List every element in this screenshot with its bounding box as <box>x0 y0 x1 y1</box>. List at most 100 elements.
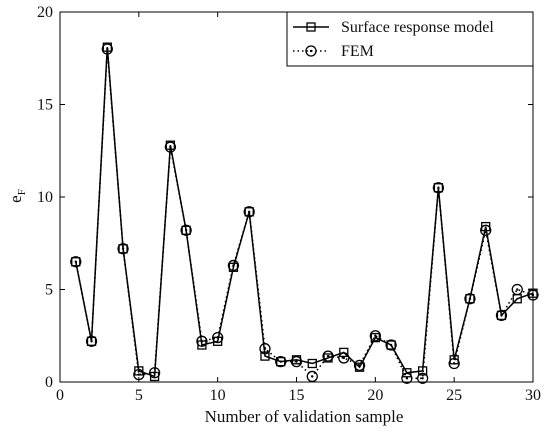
circle-marker-center <box>421 377 424 380</box>
circle-marker <box>85 335 98 347</box>
series-1-line <box>75 47 534 378</box>
legend-item: FEM <box>293 43 374 60</box>
square-marker <box>307 358 317 369</box>
circle-marker <box>164 141 177 153</box>
x-axis-label: Number of validation sample <box>205 407 404 426</box>
x-tick-label: 10 <box>210 387 226 404</box>
circle-marker <box>243 206 255 218</box>
square-marker <box>386 340 396 350</box>
circle-marker-center <box>326 354 330 358</box>
circle-marker-center <box>484 229 487 232</box>
circle-marker <box>133 368 145 381</box>
circle-marker-center <box>311 375 314 378</box>
circle-marker <box>416 372 429 384</box>
square-marker <box>339 347 349 358</box>
circle-marker-center <box>452 362 456 365</box>
y-tick-label: 0 <box>45 374 53 391</box>
circle-marker <box>275 355 287 368</box>
circle-marker <box>401 372 413 384</box>
legend-circle-marker <box>305 45 317 57</box>
legend-circle-marker-center <box>309 49 313 53</box>
x-tick-label: 5 <box>135 387 143 404</box>
square-marker <box>71 257 81 267</box>
circle-marker <box>369 330 381 342</box>
circle-marker-center <box>200 340 204 343</box>
legend-item: Surface response model <box>293 19 494 36</box>
circle-marker-center <box>121 247 125 250</box>
circle-marker-center <box>106 47 109 51</box>
circle-marker-center <box>531 293 535 297</box>
square-marker <box>402 368 412 378</box>
square-marker <box>244 207 254 217</box>
square-marker <box>260 351 270 361</box>
circle-marker-center <box>437 186 440 189</box>
circle-marker <box>117 243 129 255</box>
circle-marker <box>227 259 240 272</box>
square-marker <box>276 356 286 367</box>
circle-marker-center <box>153 371 156 374</box>
circle-marker-center <box>74 260 77 263</box>
circle-marker <box>338 352 350 364</box>
legend-square-marker <box>306 22 316 32</box>
circle-marker <box>259 343 271 355</box>
y-tick-label: 10 <box>37 189 53 206</box>
circle-marker-center <box>295 360 298 363</box>
circle-marker <box>511 283 523 296</box>
circle-marker-center <box>468 297 472 300</box>
y-tick-label: 15 <box>37 97 53 114</box>
circle-marker <box>196 335 208 347</box>
circle-marker <box>385 339 397 351</box>
series-1 <box>71 42 538 382</box>
y-axis-label: eF <box>6 189 28 203</box>
circle-marker <box>432 182 445 194</box>
circle-marker <box>527 289 539 301</box>
circle-marker <box>495 309 508 322</box>
circle-marker <box>290 355 303 368</box>
circle-marker-center <box>137 373 141 376</box>
x-tick-label: 0 <box>56 387 64 404</box>
series-2 <box>70 43 539 384</box>
series-layer <box>70 42 539 384</box>
circle-marker-center <box>232 264 235 267</box>
legend: Surface response model FEM <box>286 11 534 67</box>
circle-marker-center <box>169 145 172 149</box>
circle-marker-center <box>374 334 377 337</box>
circle-marker-center <box>248 210 251 213</box>
plot-area: 0 5 10 15 20 0 5 10 15 20 25 30 <box>37 4 541 404</box>
square-marker <box>118 244 128 254</box>
x-tick-label: 30 <box>525 387 541 404</box>
circle-marker <box>448 357 460 370</box>
square-marker <box>465 294 475 304</box>
circle-marker-center <box>184 229 188 232</box>
circle-marker-center <box>389 343 393 347</box>
series-2-line <box>75 48 534 380</box>
circle-marker-center <box>90 340 93 343</box>
legend-box <box>286 11 534 67</box>
circle-marker-center <box>263 347 267 350</box>
x-tick-label: 20 <box>367 387 383 404</box>
circle-marker <box>353 359 366 372</box>
circle-marker-center <box>405 377 409 380</box>
legend-label: Surface response model <box>341 19 494 36</box>
circle-marker <box>148 367 161 379</box>
circle-marker <box>212 331 224 344</box>
x-tick-label: 15 <box>289 387 305 404</box>
circle-marker <box>70 256 82 268</box>
y-axis-label-main: e <box>6 195 25 203</box>
x-tick-label: 25 <box>446 387 462 404</box>
circle-marker-center <box>358 364 361 367</box>
y-tick-label: 5 <box>45 282 53 299</box>
circle-marker-center <box>342 356 345 360</box>
circle-marker <box>101 43 113 55</box>
circle-marker-center <box>216 336 219 339</box>
circle-marker-center <box>516 288 519 291</box>
circle-marker-center <box>279 360 282 363</box>
circle-marker <box>306 370 318 383</box>
circle-marker <box>322 350 334 362</box>
circle-marker <box>180 224 192 236</box>
y-tick-label: 20 <box>37 4 53 21</box>
legend-label: FEM <box>341 43 374 60</box>
y-axis-label-subscript: F <box>16 189 28 195</box>
circle-marker-center <box>500 314 503 317</box>
